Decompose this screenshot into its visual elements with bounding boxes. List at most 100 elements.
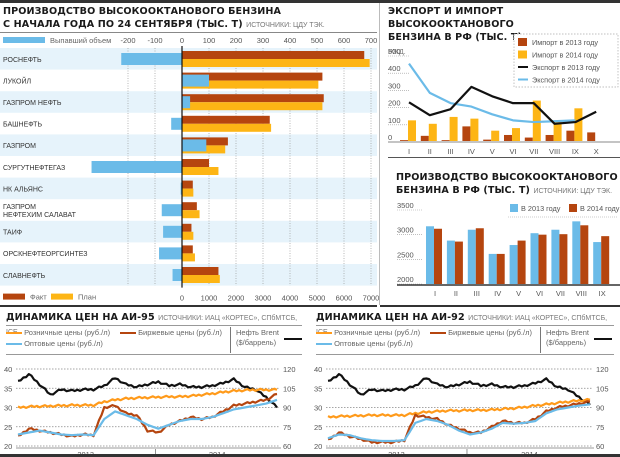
bottom-axis-tick: 7000 [363,294,380,303]
bar-import-2013 [420,135,429,141]
trade-bottom-rule [388,157,620,158]
left-axis-tick: 20 [4,442,12,451]
right-bottom-rule [380,305,620,307]
brent-swatch [594,338,612,340]
legend-import-2013-label: Импорт в 2013 году [532,38,598,47]
bar-import-2014 [428,123,437,141]
ai95-legend-wholesale-label: Оптовые цены (руб./л) [24,339,103,348]
bar-2013 [467,229,476,284]
bar-import-2013 [545,134,554,141]
legend-swatch-excess [3,37,45,43]
bottom-axis-tick: 2000 [228,294,245,303]
y-axis-tick: 3000 [397,226,414,235]
company-label: ГАЗПРОМ [3,143,36,150]
bar-import-2013 [587,132,596,141]
bar-plan [182,210,200,219]
left-axis-tick: 40 [4,365,12,374]
ai92-legend-wholesale: Оптовые цены (руб./л) [316,339,413,348]
top-axis-tick: 0 [180,36,184,45]
line-export-2014 [408,62,576,124]
ai92-panel: ДИНАМИКА ЦЕН НА АИ-92 ИСТОЧНИКИ: ИАЦ «КО… [310,308,620,455]
legend-label-plan: План [78,293,96,302]
top-rule [0,0,620,3]
monthly-chart-source: ИСТОЧНИКИ: ЦДУ ТЭК. [533,188,613,195]
bar-2014 [434,228,442,284]
ai95-price-chart: 20 60 25 75 30 90 35 105 40 120 2013 2014 [4,365,296,455]
x-axis-year: 2013 [77,450,94,455]
bar-fact [182,245,193,254]
bar-import-2013 [504,134,512,141]
x-axis-tick: X [594,147,599,156]
company-label: БАШНЕФТЬ [3,122,42,129]
bar-fact [182,180,193,189]
bar-fact [182,159,209,167]
x-axis-tick: IV [494,289,501,298]
left-axis-tick: 35 [314,384,322,393]
bar-excess [163,225,182,238]
ai92-legend-brent: Нефть Brent ($/баррель) [546,328,589,348]
retail-swatch [316,332,332,335]
right-axis-tick: 90 [596,404,604,413]
bar-2014 [475,228,484,284]
exchange-swatch [430,332,446,335]
ai92-legend-rule [316,354,614,355]
line-export-2013 [408,85,597,125]
bar-fact [182,223,192,232]
bar-fact [182,115,270,124]
trade-chart-title-line2: БЕНЗИНА В РФ (ТЫС. Т) [388,32,522,43]
ai95-legend-exchange: Биржевые цены (руб./л) [120,328,222,337]
company-label: РОСНЕФТЬ [3,57,42,64]
legend-2014-swatch [569,204,577,212]
company-label: ГАЗПРОМ НЕФТЬ [3,100,62,107]
left-bottom-rule [0,305,377,307]
bar-2014 [454,241,463,284]
legend-import-2014-label: Импорт в 2014 году [532,51,598,60]
x-axis-tick: IX [599,289,606,298]
y-axis-tick: 300 [388,81,401,90]
legend-label-fact: Факт [30,293,47,302]
bar-import-2014 [512,128,520,141]
bar-import-2014 [491,130,500,141]
company-label: НК АЛЬЯНС [3,186,43,193]
x-axis-tick: V [516,289,521,298]
ai95-legend-brent-line2: ($/баррель) [236,338,277,347]
x-axis-tick: I [408,147,410,156]
ai92-legend-retail: Розничные цены (руб./л) [316,328,420,337]
bar-2013 [551,229,560,284]
bar-2014 [580,225,589,284]
x-axis-tick: VI [536,289,543,298]
company-production-chart: Выпавший объем -200 -100 0 100 200 300 400 500 60… [0,36,380,303]
y-axis-tick: 2000 [397,275,414,284]
ai92-legend-exchange: Биржевые цены (руб./л) [430,328,532,337]
y-axis-tick: 400 [388,64,401,73]
left-axis-tick: 30 [314,404,322,413]
x-axis-tick: II [454,289,458,298]
legend-swatch-plan [51,293,73,300]
bar-2013 [488,253,497,284]
bar-import-2013 [400,140,408,141]
top-axis-tick: 100 [203,36,216,45]
line-wholesale [17,398,278,437]
x-axis-tick: VI [509,147,516,156]
x-axis-tick: I [434,289,436,298]
right-axis-tick: 120 [596,365,609,374]
bar-plan [182,123,272,132]
bar-2013 [426,226,434,284]
bottom-axis-tick: 4000 [282,294,299,303]
company-chart-title: ПРОИЗВОДСТВО ВЫСОКООКТАНОВОГО БЕНЗИНА С … [3,5,383,32]
right-axis-tick: 60 [283,442,291,451]
bar-excess [121,53,182,65]
legend-label-excess: Выпавший объем [50,36,111,45]
x-axis-year: 2014 [521,450,538,455]
right-axis-tick: 90 [283,404,291,413]
top-axis-tick: 700 [365,36,378,45]
ai95-legend-rule [6,354,302,355]
ai92-title: ДИНАМИКА ЦЕН НА АИ-92 [316,312,465,323]
retail-swatch [6,332,22,335]
wholesale-swatch [6,343,22,346]
x-axis-tick: VII [556,289,565,298]
x-axis-tick: V [490,147,495,156]
line-brent [327,373,591,406]
legend-2014-label: В 2014 году [580,204,620,213]
bar-2013 [509,245,518,284]
